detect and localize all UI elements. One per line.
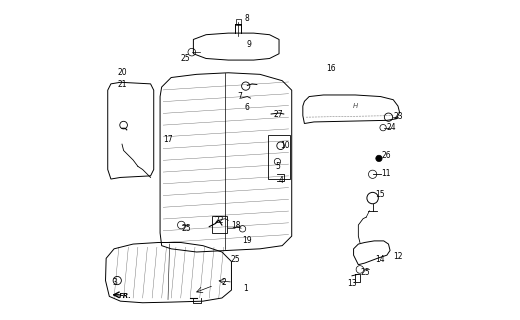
- Bar: [212, 215, 227, 233]
- Text: 12: 12: [393, 252, 403, 261]
- Text: 2: 2: [221, 278, 226, 287]
- Text: 15: 15: [375, 190, 385, 199]
- Text: 16: 16: [327, 63, 336, 73]
- Text: 6: 6: [245, 103, 250, 112]
- Text: 10: 10: [281, 141, 290, 150]
- Text: 18: 18: [231, 220, 241, 229]
- Bar: [236, 20, 241, 25]
- Text: 25: 25: [230, 255, 240, 264]
- Text: 13: 13: [347, 279, 357, 288]
- Text: 25: 25: [360, 268, 370, 277]
- Text: 23: 23: [394, 112, 404, 121]
- Text: 26: 26: [381, 151, 391, 160]
- Text: 4: 4: [278, 176, 283, 185]
- Text: 5: 5: [275, 162, 280, 171]
- Text: 22: 22: [214, 216, 224, 225]
- Text: 14: 14: [375, 255, 385, 264]
- Text: 20: 20: [117, 68, 127, 77]
- Text: 19: 19: [242, 236, 252, 245]
- Text: 25: 25: [180, 54, 190, 63]
- Text: H: H: [353, 103, 358, 109]
- Text: 27: 27: [274, 109, 283, 118]
- Circle shape: [376, 155, 382, 162]
- Text: 17: 17: [163, 135, 173, 144]
- Text: 7: 7: [237, 92, 242, 101]
- Bar: [268, 135, 290, 179]
- Text: 25: 25: [181, 224, 191, 233]
- Text: FR.: FR.: [119, 293, 132, 299]
- Text: 24: 24: [386, 123, 396, 132]
- Text: 1: 1: [243, 284, 248, 293]
- Text: 11: 11: [381, 169, 391, 178]
- Text: 3: 3: [113, 278, 118, 287]
- Text: 9: 9: [246, 40, 251, 49]
- Text: 21: 21: [117, 80, 127, 89]
- Text: 8: 8: [245, 14, 250, 23]
